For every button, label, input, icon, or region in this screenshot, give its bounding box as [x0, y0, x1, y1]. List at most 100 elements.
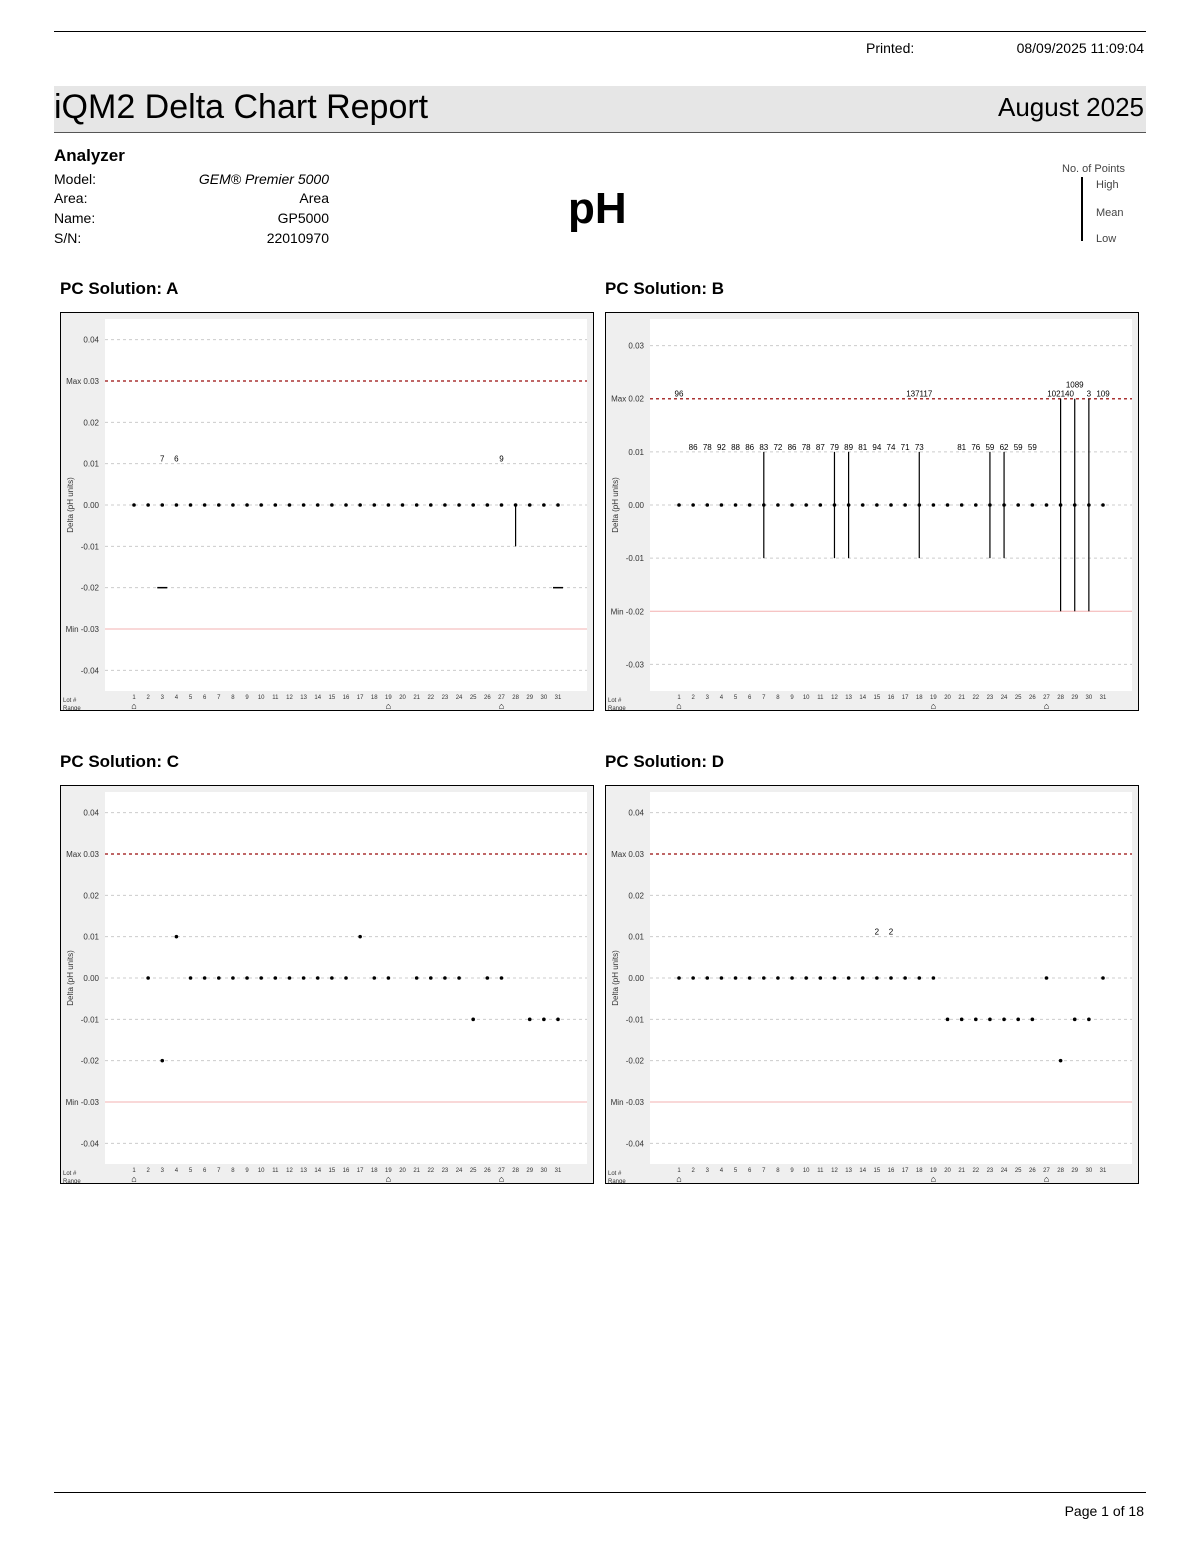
x-row-label: Lot # [63, 1171, 77, 1177]
x-tick-label: 6 [748, 1168, 752, 1174]
x-tick-label: 11 [817, 1168, 824, 1174]
x-tick-label: 21 [413, 1168, 420, 1174]
chart-d-title: PC Solution: D [605, 752, 724, 771]
data-point [414, 976, 419, 980]
x-tick-label: 14 [314, 695, 321, 701]
count-label: 73 [915, 443, 924, 452]
lot-marker: ⌂ [386, 1174, 391, 1183]
y-tick-label: -0.01 [81, 1015, 100, 1024]
data-point [945, 1017, 950, 1022]
analyzer-name: Name: GP5000 [54, 210, 329, 226]
x-tick-label: 22 [972, 695, 979, 701]
data-point [386, 976, 391, 980]
data-point [146, 503, 150, 507]
value: GEM® Premier 5000 [198, 171, 329, 187]
data-point [719, 976, 724, 980]
title-bar: iQM2 Delta Chart Report August 2025 [54, 86, 1146, 133]
x-tick-label: 24 [456, 1168, 463, 1174]
y-tick-label: 0.01 [628, 933, 644, 942]
data-point [542, 503, 546, 507]
data-point [691, 503, 695, 507]
count-label: 76 [971, 443, 980, 452]
data-point [188, 976, 193, 980]
x-tick-label: 27 [1043, 1168, 1050, 1174]
data-point [471, 503, 476, 507]
x-tick-label: 1 [677, 695, 681, 701]
x-tick-label: 7 [762, 695, 766, 701]
y-tick-label: 0.04 [83, 809, 99, 818]
lot-marker: ⌂ [676, 701, 681, 710]
lot-marker: ⌂ [931, 701, 936, 710]
data-point [358, 934, 362, 939]
x-tick-label: 21 [958, 1168, 965, 1174]
lot-marker: ⌂ [499, 1174, 504, 1183]
y-tick-label: Max 0.03 [611, 850, 644, 859]
x-tick-label: 5 [734, 695, 738, 701]
count-label: 72 [773, 443, 782, 452]
x-tick-label: 17 [357, 695, 364, 701]
x-tick-label: 19 [385, 1168, 392, 1174]
y-axis-label: Delta (pH units) [611, 477, 620, 533]
x-tick-label: 2 [146, 1168, 150, 1174]
x-tick-label: 23 [987, 695, 994, 701]
count-label: 86 [689, 443, 698, 452]
x-tick-label: 2 [146, 695, 150, 701]
x-tick-label: 16 [888, 1168, 895, 1174]
page-number: Page 1 of 18 [1064, 1503, 1144, 1519]
x-tick-label: 24 [456, 695, 463, 701]
y-tick-label: 0.03 [628, 342, 644, 351]
x-tick-label: 29 [526, 1168, 533, 1174]
data-point [860, 503, 865, 507]
x-tick-label: 17 [902, 695, 909, 701]
data-point [1002, 1017, 1006, 1022]
data-point [259, 976, 263, 980]
x-tick-label: 17 [357, 1168, 364, 1174]
chart-b-title: PC Solution: B [605, 279, 724, 298]
count-label: 83 [759, 443, 768, 452]
y-tick-label: 0.02 [83, 418, 99, 427]
lot-marker: ⌂ [1044, 701, 1049, 710]
x-tick-label: 20 [944, 695, 951, 701]
x-tick-label: 8 [776, 695, 780, 701]
x-tick-label: 7 [217, 1168, 221, 1174]
x-row-label: Lot # [608, 1171, 622, 1177]
x-tick-label: 19 [930, 1168, 937, 1174]
data-point [860, 976, 865, 980]
data-point [1072, 1017, 1077, 1022]
data-point [245, 976, 249, 980]
data-point [917, 976, 922, 980]
data-point [315, 503, 320, 507]
x-tick-label: 9 [790, 695, 794, 701]
data-point [959, 503, 964, 507]
data-point [677, 503, 681, 507]
data-point [330, 503, 334, 507]
data-point [301, 976, 306, 980]
data-point [974, 503, 978, 507]
x-tick-label: 26 [484, 1168, 491, 1174]
count-label: 81 [858, 443, 867, 452]
data-point [1044, 976, 1049, 980]
data-point [542, 1017, 546, 1022]
data-point [931, 976, 936, 980]
data-point [217, 976, 221, 980]
x-tick-label: 30 [1086, 695, 1093, 701]
x-tick-label: 31 [555, 1168, 562, 1174]
x-tick-label: 28 [512, 1168, 519, 1174]
data-point [174, 503, 179, 507]
x-tick-label: 13 [300, 695, 307, 701]
x-tick-label: 3 [161, 1168, 165, 1174]
x-tick-label: 28 [1057, 695, 1064, 701]
data-point [889, 503, 893, 507]
data-point [160, 1058, 165, 1063]
count-label: 89 [844, 443, 853, 452]
count-label: 78 [703, 443, 712, 452]
x-row-label: Lot # [608, 698, 622, 704]
x-tick-label: 27 [498, 695, 505, 701]
x-tick-label: 25 [1015, 695, 1022, 701]
legend-low: Low [1096, 233, 1117, 245]
data-point [231, 503, 235, 507]
data-point [790, 503, 794, 507]
x-tick-label: 7 [217, 695, 221, 701]
x-tick-label: 25 [470, 1168, 477, 1174]
data-point [790, 976, 794, 980]
